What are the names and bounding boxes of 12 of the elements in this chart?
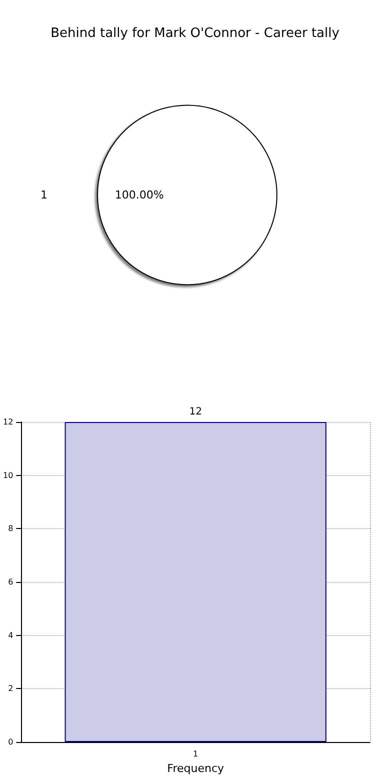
slice-label: 1: [40, 188, 48, 202]
y-tick-label: 2: [8, 684, 14, 694]
data-label: 100.00%: [114, 188, 164, 202]
y-tick-label: 0: [8, 738, 14, 746]
y-tick-label: 4: [8, 630, 14, 640]
chart-title: Behind tally for Mark O'Connor - Career tally: [50, 26, 340, 41]
y-tick-label: 12: [2, 418, 14, 426]
y-tick-label: 8: [8, 524, 14, 534]
data-label: 12: [189, 406, 202, 418]
y-tick-label: 10: [2, 470, 14, 480]
y-tick-label: 6: [8, 578, 14, 586]
x-axis-title: Frequency: [167, 762, 224, 775]
